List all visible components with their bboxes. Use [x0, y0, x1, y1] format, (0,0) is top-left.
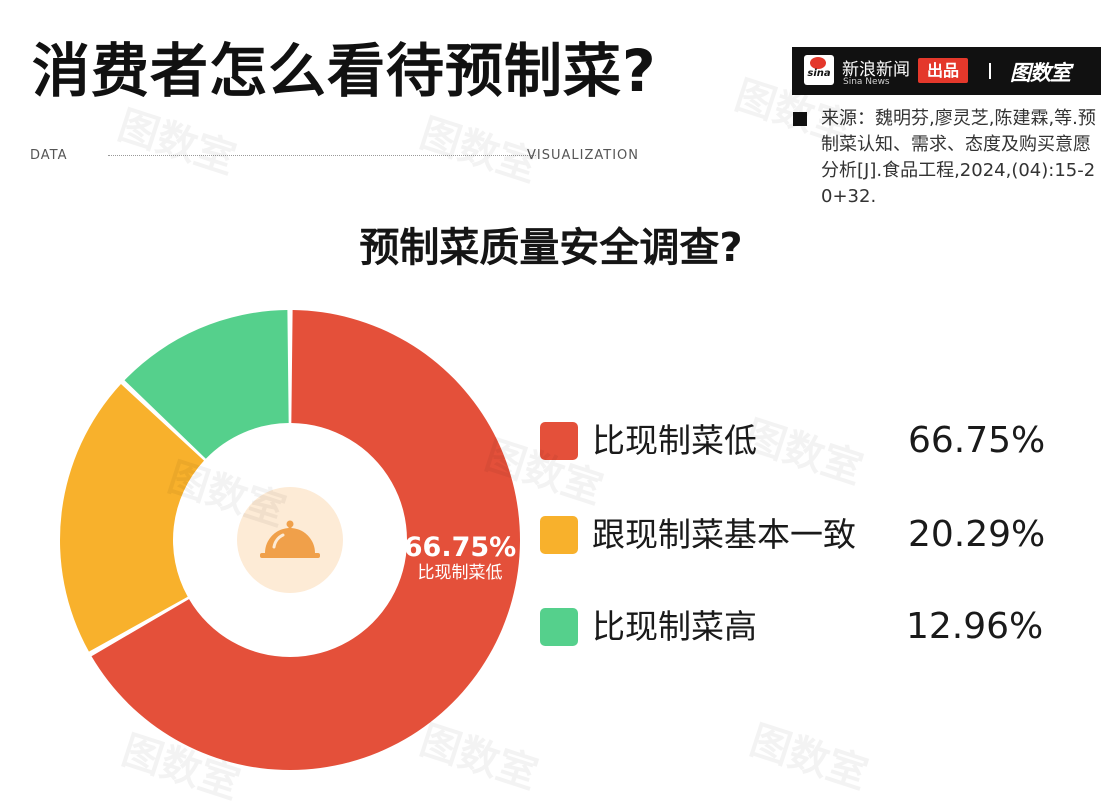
visualization-label: VISUALIZATION [527, 148, 639, 163]
slice-annotation: 66.75% 比现制菜低 [402, 532, 518, 584]
legend-value: 12.96% [906, 606, 1044, 647]
slice-annotation-value: 66.75% [403, 532, 517, 563]
brand-name-en: Sina News [843, 77, 890, 87]
legend-value: 20.29% [908, 514, 1046, 555]
donut-slice [59, 384, 205, 652]
legend-value: 66.75% [908, 420, 1046, 461]
legend-swatch [540, 608, 578, 646]
page-title: 消费者怎么看待预制菜? [32, 37, 657, 105]
legend-label: 跟现制菜基本一致 [592, 515, 856, 554]
watermark: 图数室 [739, 403, 871, 495]
chart-title: 预制菜质量安全调查? [359, 225, 743, 271]
data-label: DATA [30, 148, 68, 163]
brand-bar: sina 新浪新闻 Sina News 出品 图数室 [792, 47, 1101, 95]
brand-separator [989, 63, 991, 79]
legend-swatch [540, 516, 578, 554]
dotted-divider [108, 155, 536, 156]
donut-chart [59, 310, 521, 770]
brand-name-cn: 新浪新闻 [842, 60, 910, 80]
sina-logo-icon: sina [804, 55, 834, 85]
legend-swatch [540, 422, 578, 460]
slice-annotation-label: 比现制菜低 [417, 563, 503, 583]
donut-slice [124, 310, 289, 459]
tushushi-logo: 图数室 [1010, 61, 1071, 85]
source-bullet [793, 112, 807, 126]
legend-label: 比现制菜低 [592, 421, 757, 460]
produced-by-badge: 出品 [918, 58, 968, 83]
source-citation: 来源：魏明芬,廖灵芝,陈建霖,等.预制菜认知、需求、态度及购买意愿分析[J].食… [821, 108, 1096, 207]
legend-label: 比现制菜高 [592, 607, 757, 646]
sina-logo-text: sina [807, 68, 831, 79]
donut-slice [91, 310, 521, 770]
watermark: 图数室 [744, 708, 876, 800]
data-visualization-rule: DATA VISUALIZATION [30, 146, 638, 166]
serving-cloche-icon [260, 520, 320, 558]
